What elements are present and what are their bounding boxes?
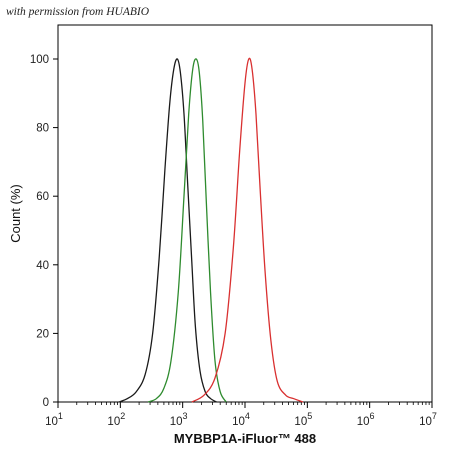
watermark-text: with permission from HUABIO (6, 6, 150, 18)
y-tick-label: 0 (43, 397, 49, 409)
histogram-curve-2 (191, 57, 304, 403)
histogram-curves (118, 57, 304, 403)
x-tick-label: 104 (232, 411, 250, 428)
x-tick-label: 102 (107, 411, 125, 428)
y-tick-label: 60 (36, 191, 49, 203)
y-axis-ticks: 0 20 40 60 80 100 (30, 54, 58, 409)
y-axis-title: Count (%) (8, 184, 23, 243)
histogram-curve-0 (118, 58, 217, 403)
y-tick-label: 80 (36, 123, 49, 135)
y-tick-label: 100 (30, 54, 49, 66)
y-tick-label: 40 (36, 260, 49, 272)
x-axis-ticks: 101 102 103 104 105 106 107 (45, 402, 437, 428)
x-tick-label: 103 (170, 411, 188, 428)
histogram-curve-1 (147, 58, 227, 403)
x-axis-title: MYBBP1A-iFluor™ 488 (174, 431, 316, 446)
x-tick-label: 101 (45, 411, 63, 428)
x-tick-label: 106 (357, 411, 375, 428)
x-tick-label: 107 (419, 411, 437, 428)
x-tick-label: 105 (294, 411, 312, 428)
y-tick-label: 20 (36, 328, 49, 340)
